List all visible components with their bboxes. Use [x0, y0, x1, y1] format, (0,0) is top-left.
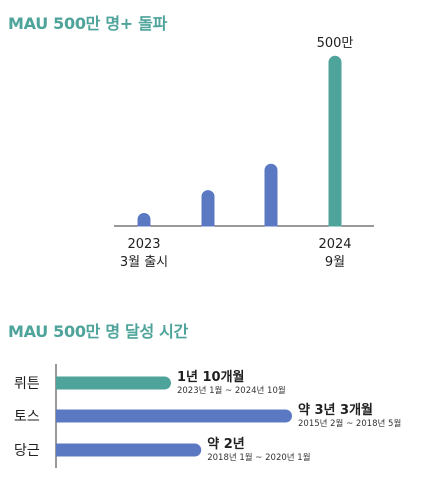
- baseline-mask: [100, 226, 380, 237]
- x-tick-label: 2024: [318, 237, 351, 252]
- duration-label: 약 2년: [207, 436, 245, 452]
- date-range-label: 2015년 2월 ~ 2018년 5월: [298, 418, 401, 429]
- x-tick-label: 2023: [127, 237, 160, 252]
- chart-title-time-to-5m: MAU 500만 명 달성 시간: [8, 322, 189, 341]
- bar-2: [201, 190, 215, 233]
- duration-label: 약 3년 3개월: [298, 402, 373, 418]
- bar-3: [264, 163, 278, 233]
- chart-title-mau-growth: MAU 500만 명+ 돌파: [8, 14, 168, 33]
- category-label: 토스: [14, 409, 40, 425]
- date-range-label: 2023년 1월 ~ 2024년 10월: [177, 385, 286, 396]
- category-label: 당근: [14, 443, 40, 459]
- x-tick-label: 9월: [325, 255, 345, 270]
- hbar-1: [56, 376, 171, 390]
- hbar-2: [56, 409, 292, 423]
- hbar-square-end: [56, 409, 69, 423]
- bar-value-label: 500만: [317, 36, 354, 51]
- x-tick-label: 3월 출시: [120, 255, 168, 270]
- hbar-square-end: [56, 443, 69, 457]
- hbar-square-end: [56, 376, 69, 390]
- hbar-3: [56, 443, 202, 457]
- date-range-label: 2018년 1월 ~ 2020년 1월: [207, 452, 310, 463]
- duration-label: 1년 10개월: [177, 369, 245, 385]
- category-label: 뤼튼: [14, 376, 40, 392]
- bar-4: [328, 55, 342, 233]
